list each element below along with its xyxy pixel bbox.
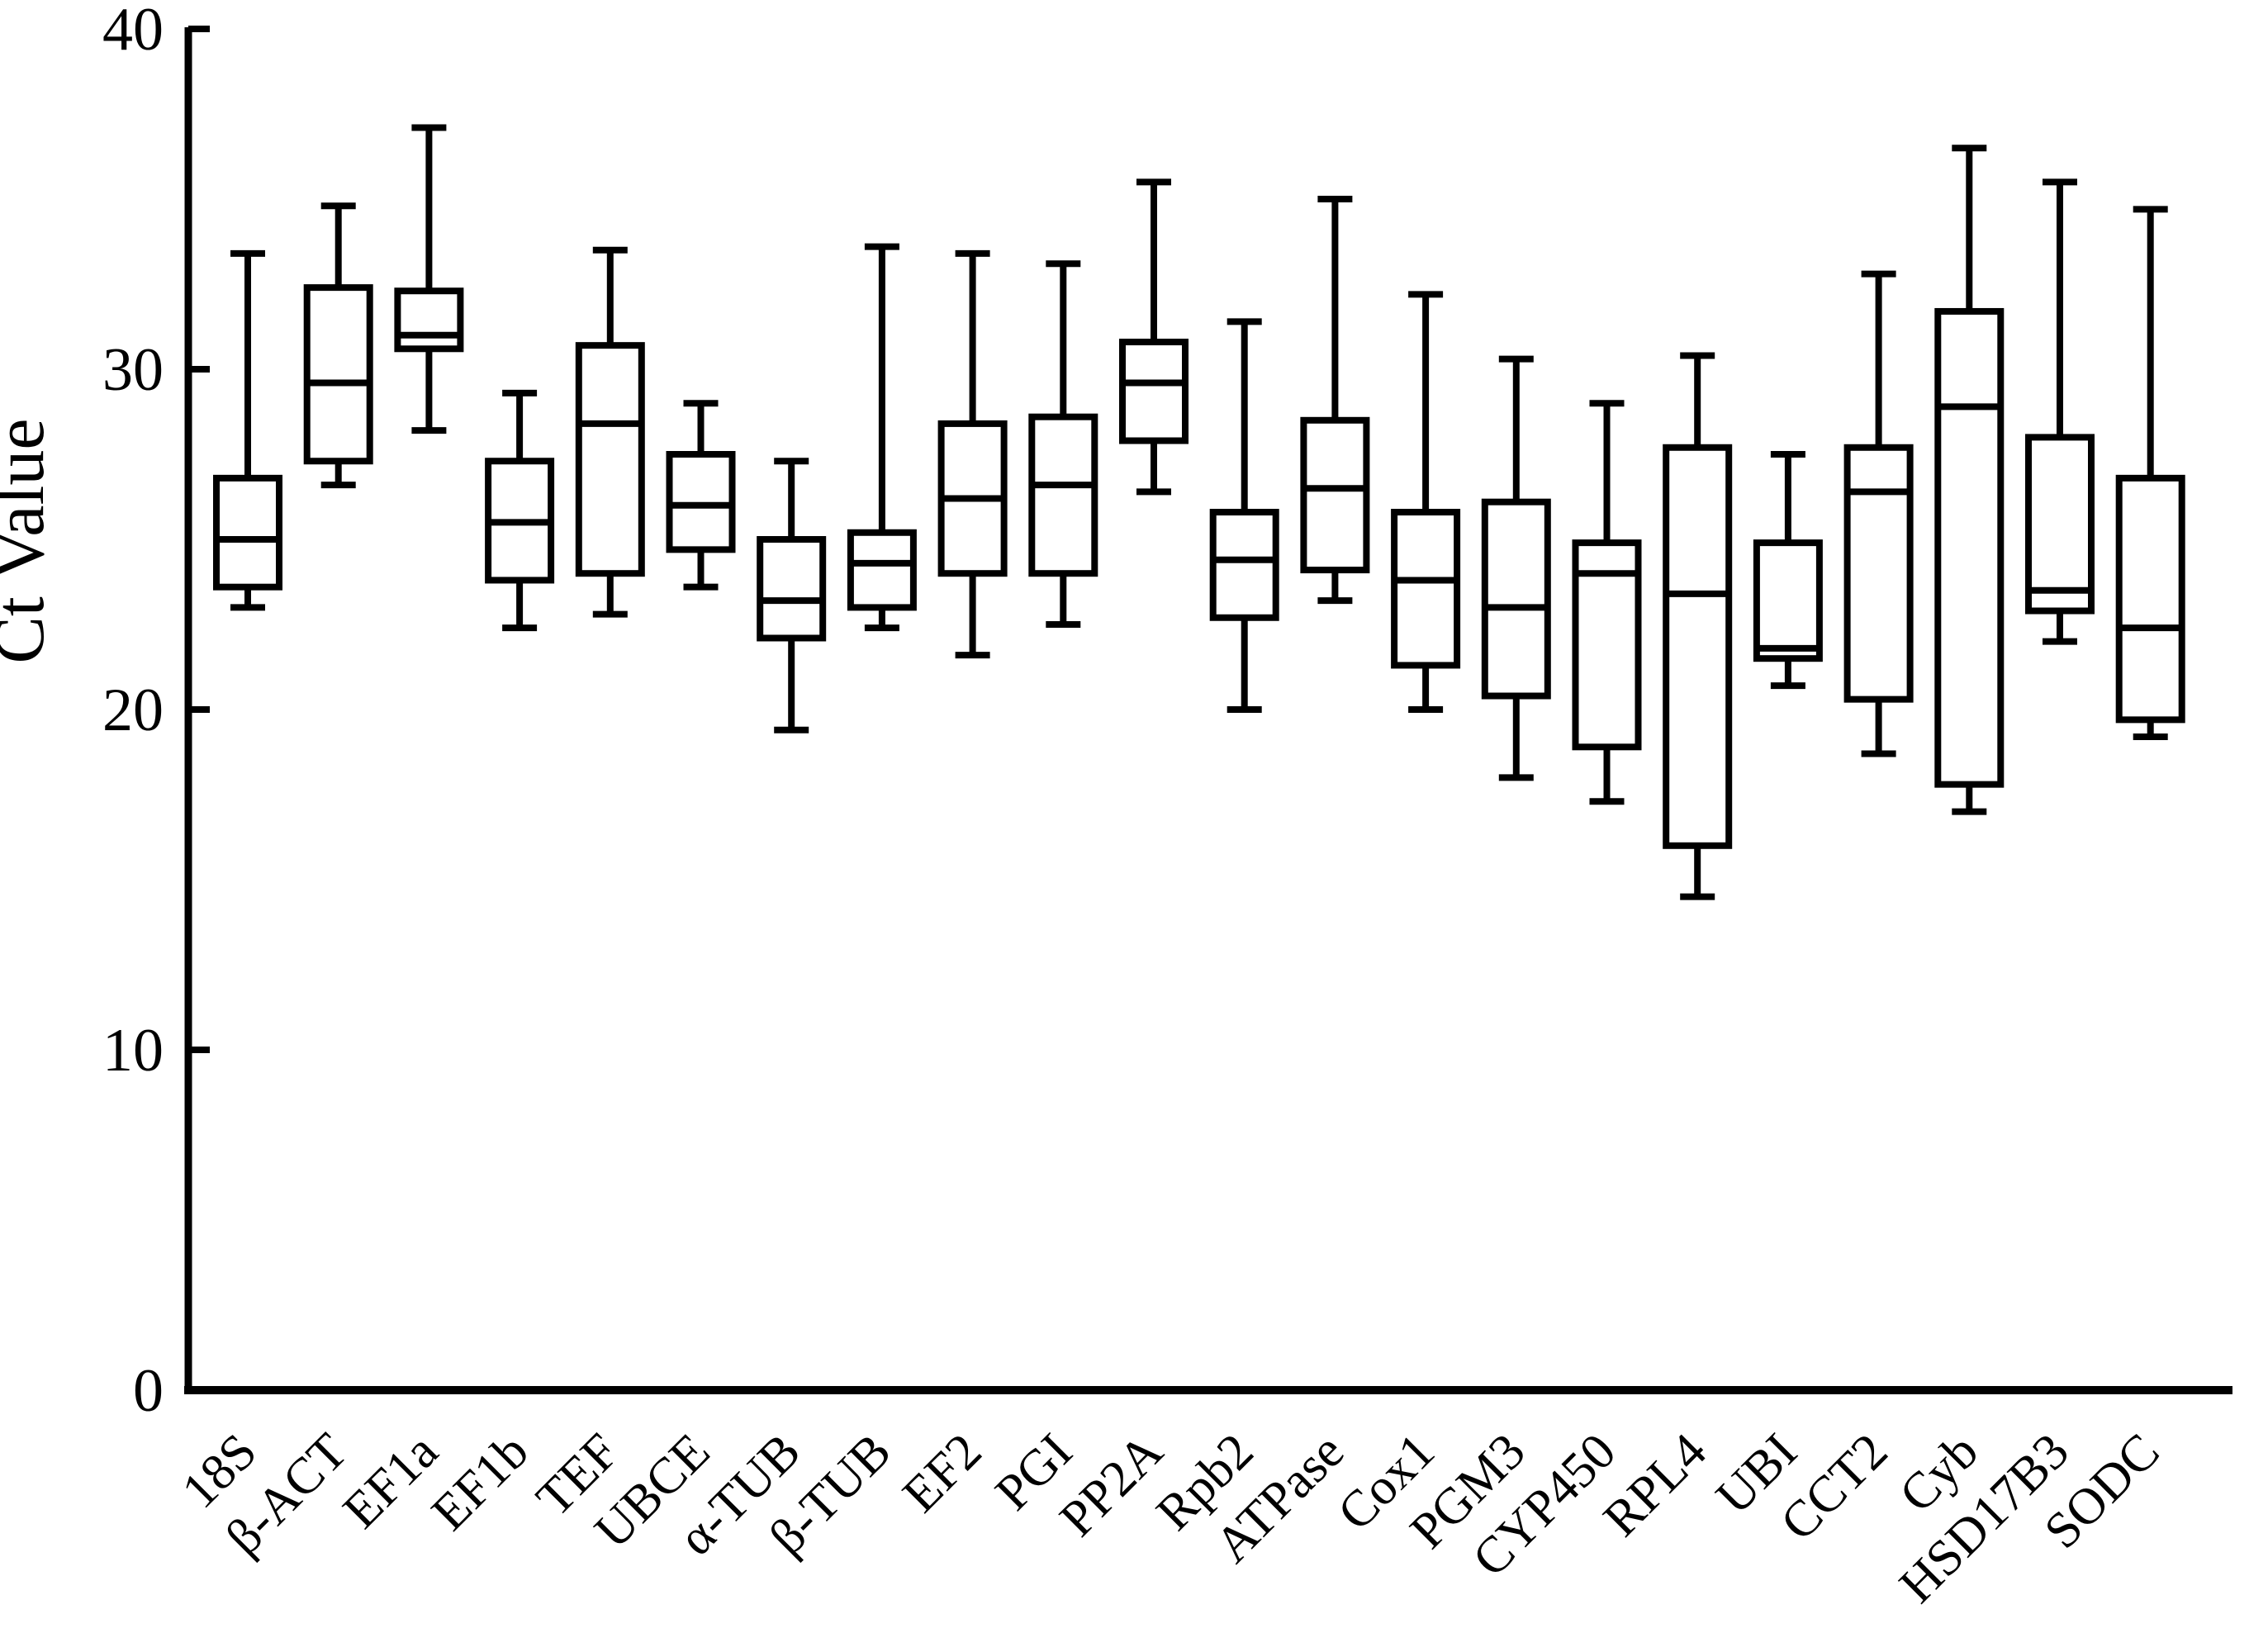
box-group-18S <box>213 249 282 611</box>
box-group-UBI <box>1753 451 1823 690</box>
x-tick-label: EF1a <box>333 1423 449 1540</box>
iqr-box <box>1753 539 1823 662</box>
iqr-box <box>1391 509 1461 669</box>
y-tick-label: 10 <box>102 1017 164 1085</box>
iqr-box <box>213 474 282 591</box>
iqr-box <box>303 284 373 465</box>
x-tick-labels: 18Sβ-ACTEF1aEF1bTEFUBCEα-TUBβ-TUBEF2PGIP… <box>172 1423 2171 1614</box>
iqr-box <box>1300 416 1370 574</box>
y-tick-label: 40 <box>102 0 164 64</box>
box-group-Cox1 <box>1391 291 1461 713</box>
iqr-box <box>2025 434 2095 615</box>
iqr-box <box>1663 444 1733 849</box>
box-group-ATPase <box>1300 196 1370 605</box>
box-group-β-TUB <box>847 243 917 632</box>
iqr-box <box>1209 509 1279 621</box>
iqr-box <box>666 451 736 553</box>
y-tick-label: 30 <box>102 336 164 404</box>
x-tick-label: PP2A <box>1049 1423 1174 1548</box>
y-tick-label: 0 <box>133 1357 164 1425</box>
box-group-HSD17B3 <box>2025 178 2095 645</box>
y-tick-labels: 0 10 20 30 40 <box>102 0 164 1425</box>
iqr-box <box>1481 498 1551 700</box>
box-group-TEF <box>575 246 645 618</box>
x-tick-label: EF2 <box>892 1423 992 1523</box>
iqr-box <box>1119 339 1189 444</box>
box-group-β-ACT <box>303 202 373 489</box>
box-group-CCT2 <box>1843 270 1914 757</box>
box-group-UBCE <box>666 400 736 591</box>
box-group-CYP450 <box>1572 400 1642 805</box>
iqr-box <box>2115 474 2185 724</box>
box-group-α-TUB <box>757 458 827 733</box>
iqr-box <box>575 342 645 577</box>
y-axis <box>184 26 210 1393</box>
box-group-EF1b <box>485 389 555 632</box>
iqr-box <box>1028 413 1098 577</box>
box-group-SODC <box>2115 206 2185 740</box>
box-group-Rpb2 <box>1209 318 1279 713</box>
box-group-Cyb <box>1934 145 2005 815</box>
iqr-box <box>1843 444 1914 703</box>
x-tick-label: CCT2 <box>1770 1423 1898 1551</box>
iqr-box <box>757 536 827 642</box>
box-group-PP2A <box>1119 178 1189 496</box>
box-group-PGM3 <box>1481 355 1551 781</box>
x-tick-label: EF1b <box>421 1423 539 1541</box>
iqr-box <box>847 529 917 611</box>
box-group-RPL4 <box>1663 352 1733 900</box>
x-tick-label: RPL4 <box>1593 1423 1717 1547</box>
box-group-EF1a <box>394 124 464 434</box>
iqr-box <box>1934 307 2005 788</box>
iqr-box <box>1572 539 1642 751</box>
iqr-box <box>394 287 464 353</box>
y-axis-title: Ct Value <box>0 418 59 663</box>
box-group-EF2 <box>937 249 1008 659</box>
y-tick-label: 20 <box>102 676 164 744</box>
box-group-PGI <box>1028 260 1098 628</box>
box-series <box>213 124 2185 900</box>
